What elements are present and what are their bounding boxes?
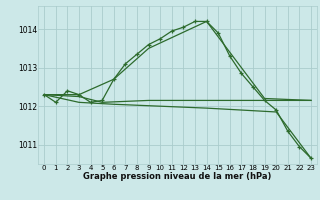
X-axis label: Graphe pression niveau de la mer (hPa): Graphe pression niveau de la mer (hPa) — [84, 172, 272, 181]
